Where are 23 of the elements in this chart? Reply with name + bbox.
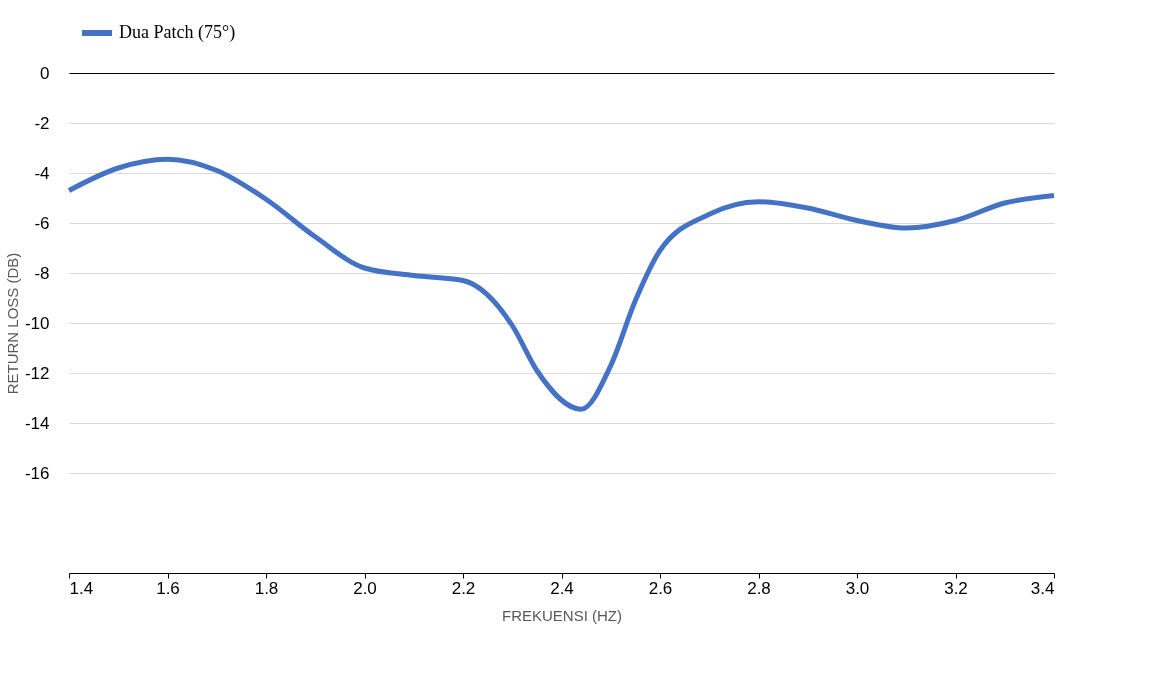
x-tick-label: 1.4 bbox=[69, 578, 94, 598]
x-tick-label: 3.4 bbox=[1030, 578, 1055, 598]
y-tick-label: 0 bbox=[40, 63, 50, 83]
x-axis-title: FREKUENSI (HZ) bbox=[502, 606, 622, 624]
x-tick-label: 1.8 bbox=[254, 578, 279, 598]
y-tick-label: -4 bbox=[34, 163, 50, 183]
y-axis-title: RETURN LOSS (DB) bbox=[3, 252, 21, 395]
y-tick-label: -12 bbox=[24, 363, 50, 383]
y-tick-label: -6 bbox=[34, 213, 50, 233]
y-tick-label: -10 bbox=[24, 313, 50, 333]
y-tick-label: -8 bbox=[34, 263, 50, 283]
y-tick-label: -2 bbox=[34, 113, 50, 133]
x-tick-label: 2.6 bbox=[648, 578, 673, 598]
x-tick-label: 2.0 bbox=[353, 578, 377, 598]
x-tick-label: 3.0 bbox=[845, 578, 870, 598]
x-tick-label: 2.2 bbox=[451, 578, 476, 598]
legend-label: Dua Patch (75°) bbox=[119, 22, 236, 43]
y-tick-label: -14 bbox=[24, 413, 50, 433]
x-tick-label: 2.4 bbox=[550, 578, 574, 598]
x-tick-label: 2.8 bbox=[747, 578, 771, 598]
y-tick-label: -16 bbox=[24, 463, 50, 483]
x-tick-label: 1.6 bbox=[156, 578, 180, 598]
x-tick-label: 3.2 bbox=[944, 578, 968, 598]
